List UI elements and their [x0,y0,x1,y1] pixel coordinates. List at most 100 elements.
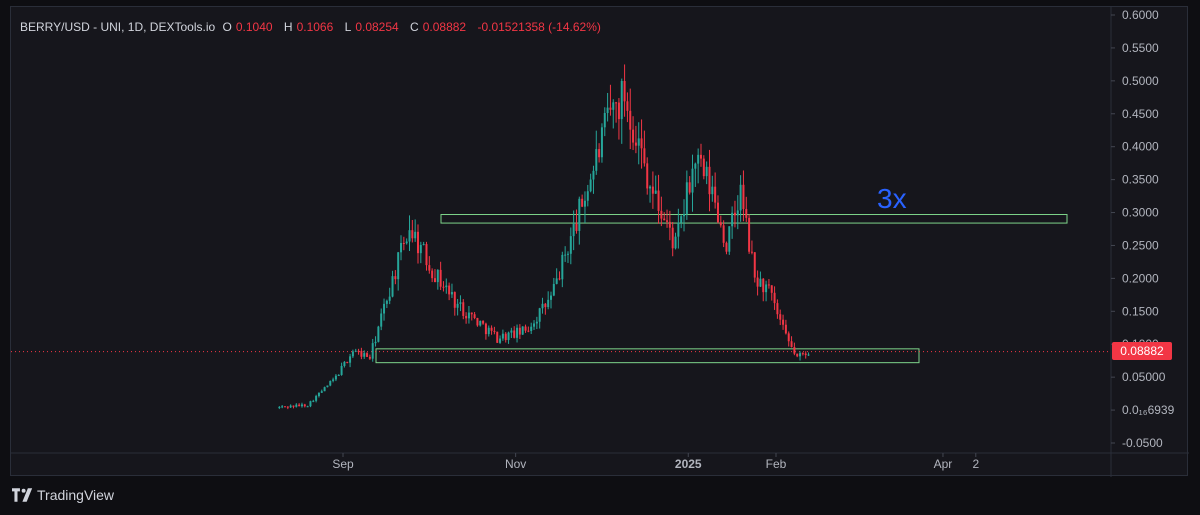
candle-body [530,326,533,332]
open-key: O [222,20,232,34]
y-axis[interactable]: 0.6000 0.5500 0.5000 0.4500 0.4000 0.3500 0.30… [1111,8,1175,450]
symbol-title[interactable]: BERRY/USD - UNI, 1D, DEXTools.io [20,20,216,34]
y-tick-label: -0.0500 [1122,436,1163,450]
candle-body [405,241,408,244]
candle-body [578,198,581,231]
candle-body [295,404,298,407]
candle-body [465,315,468,319]
candle-body [555,278,558,284]
candle-body [793,347,796,354]
open-value: 0.1040 [235,20,273,34]
resistance-zone [440,214,1068,224]
candle-body [518,327,521,335]
candle-body [654,190,657,194]
candle-body [533,323,536,327]
y-tick-label: 0.6000 [1122,8,1159,22]
annotation-3x[interactable]: 3x [877,183,907,214]
candle-body [326,385,329,388]
candle-body [484,323,487,335]
candle-body [550,295,553,300]
candle-body [431,270,434,279]
candle-body [733,212,736,216]
candle-body [674,236,677,249]
close-value: 0.08882 [422,20,467,34]
candle-body [632,129,635,143]
candle-body [745,209,748,218]
candle-body [419,244,422,254]
candle-body [756,277,759,287]
candle-body [581,198,584,207]
x-tick-label: 2 [972,457,979,471]
y-tick-label: 0.05000 [1122,370,1166,384]
candle-body [357,350,360,352]
candle-body [349,356,352,363]
candle-body [668,221,671,228]
candle-body [436,269,439,283]
high-value: 0.1066 [296,20,334,34]
candle-body [796,353,799,357]
candle-body [640,138,643,149]
candle-body [490,327,493,331]
x-tick-label: Apr [934,457,953,471]
chart-panel[interactable]: 0.6000 0.5500 0.5000 0.4500 0.4000 0.3500 0.30… [10,6,1189,477]
candle-body [479,320,482,326]
candle-body [603,112,606,128]
tradingview-brand[interactable]: TradingView [12,487,114,503]
high-key: H [283,20,293,34]
candle-body [731,212,734,227]
candle-body [583,200,586,207]
candle-body [629,110,632,130]
candle-body [623,81,626,102]
candle-body [346,361,349,363]
candle-body [544,303,547,308]
candle-body [374,341,377,344]
candle-body [473,314,476,318]
x-axis[interactable]: Sep Nov 2025 Feb Apr 2 [332,453,979,471]
candle-body [459,302,462,304]
candle-body [521,326,524,335]
candle-body [507,332,510,341]
candle-body [617,102,620,120]
candle-body [456,303,459,308]
close-key: C [410,20,419,34]
candle-body [425,244,428,266]
candle-body [564,254,567,256]
candle-body [501,333,504,339]
candle-body [442,286,445,288]
candle-body [309,401,312,407]
candle-body [510,330,513,333]
candle-body [657,190,660,211]
candle-body [552,283,555,296]
candle-body [306,406,309,408]
candle-body [527,330,530,332]
candle-body [680,216,683,223]
candle-body [334,375,337,380]
candle-body [278,406,281,408]
candle-body [408,230,411,242]
candle-body [595,149,598,171]
candle-body [702,158,705,177]
candle-body [286,406,289,408]
candle-body [697,154,700,164]
candle-body [663,218,666,221]
candle-body [575,223,578,231]
candle-body [422,244,425,246]
candle-body [598,149,601,158]
candle-body [312,400,315,402]
candle-body [380,313,383,327]
candle-body [547,299,550,308]
candle-body [504,333,507,341]
candle-body [683,214,686,217]
candle-body [332,379,335,381]
candle-body [660,210,663,219]
x-tick-label: Sep [332,457,354,471]
candle-body [759,278,762,287]
candle-body [329,380,332,386]
tradingview-logo-icon [12,488,33,502]
price-chart[interactable]: 0.6000 0.5500 0.5000 0.4500 0.4000 0.3500 0.30… [11,7,1189,477]
low-value: 0.08254 [355,20,399,34]
y-tick-label: 0.5000 [1122,74,1159,88]
candle-body [739,184,742,211]
candle-body [323,387,326,392]
candle-body [433,278,436,283]
